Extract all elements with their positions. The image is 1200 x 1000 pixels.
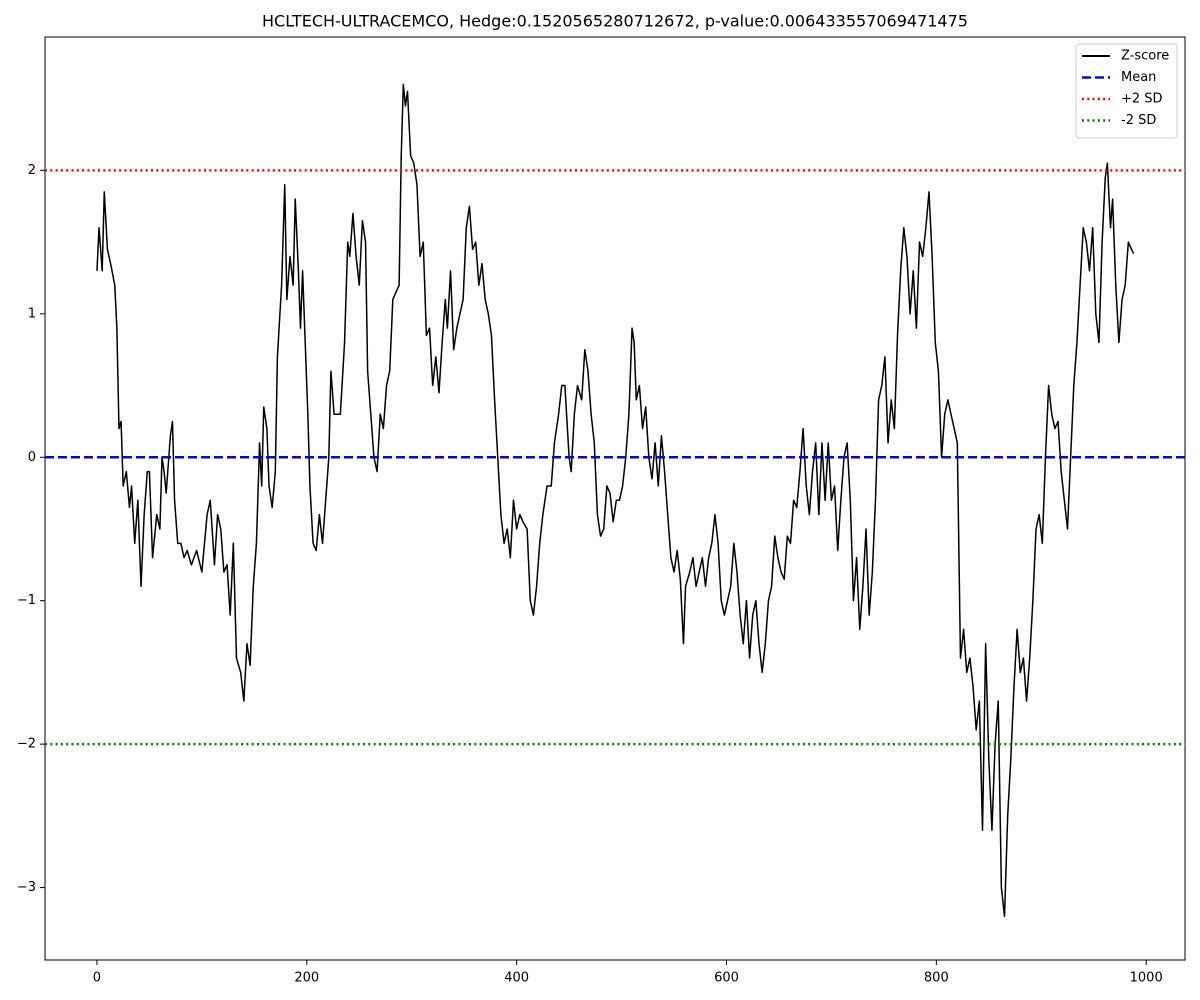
- x-tick-label: 400: [504, 971, 529, 986]
- x-tick-label: 200: [294, 971, 319, 986]
- legend-box: [1075, 43, 1178, 139]
- y-tick-label: 1: [28, 306, 36, 321]
- legend-label: +2 SD: [1121, 92, 1163, 107]
- y-tick-label: −2: [17, 737, 36, 752]
- legend-label: Z-score: [1121, 49, 1169, 64]
- x-tick-label: 0: [93, 971, 101, 986]
- y-tick-label: −3: [17, 880, 36, 895]
- z-score-line: [96, 83, 1135, 917]
- x-tick-label: 600: [714, 971, 739, 986]
- x-tick-label: 800: [924, 971, 949, 986]
- legend-label: -2 SD: [1121, 113, 1156, 128]
- y-tick-label: 2: [28, 163, 36, 178]
- chart-title: HCLTECH-ULTRACEMCO, Hedge:0.152056528071…: [262, 12, 968, 31]
- axes-frame: [44, 36, 1186, 961]
- x-tick-label: 1000: [1130, 971, 1163, 986]
- y-tick-label: 0: [28, 450, 36, 465]
- y-tick-label: −1: [17, 593, 36, 608]
- legend-label: Mean: [1121, 70, 1156, 85]
